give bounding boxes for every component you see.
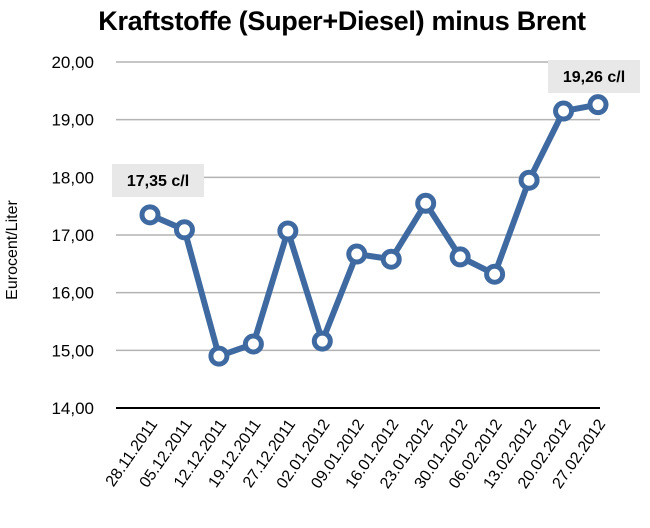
data-point-marker [208, 345, 230, 367]
data-series [139, 94, 609, 367]
data-point-marker [449, 246, 471, 268]
y-tick-label: 17,00 [51, 226, 94, 245]
y-axis-ticks: 14,00 15,00 16,00 17,00 18,00 19,00 20,00 [51, 53, 94, 418]
data-point-marker [139, 204, 161, 226]
callouts: 17,35 c/l 19,26 c/l [112, 60, 640, 197]
callout-label: 19,26 c/l [563, 69, 625, 86]
gridlines [116, 61, 600, 409]
y-tick-label: 19,00 [51, 111, 94, 130]
data-point-marker [553, 100, 575, 122]
data-point-marker [242, 333, 264, 355]
data-point-marker [346, 243, 368, 265]
data-point-marker [518, 169, 540, 191]
y-tick-label: 15,00 [51, 341, 94, 360]
data-point-marker [173, 219, 195, 241]
y-tick-label: 18,00 [51, 168, 94, 187]
series-line [147, 101, 601, 360]
data-point-marker [587, 94, 609, 116]
data-point-marker [415, 192, 437, 214]
data-point-marker [277, 220, 299, 242]
data-point-marker [311, 330, 333, 352]
x-axis-ticks: 28.11.201105.12.201112.12.201119.12.2011… [103, 416, 610, 491]
callout-label: 17,35 c/l [127, 173, 189, 190]
data-point-marker [380, 248, 402, 270]
y-tick-label: 14,00 [51, 399, 94, 418]
value-callout: 19,26 c/l [548, 60, 640, 93]
data-point-marker [484, 263, 506, 285]
chart-title: Kraftstoffe (Super+Diesel) minus Brent [98, 6, 586, 36]
y-tick-label: 20,00 [51, 53, 94, 72]
value-callout: 17,35 c/l [112, 164, 204, 197]
y-tick-label: 16,00 [51, 284, 94, 303]
